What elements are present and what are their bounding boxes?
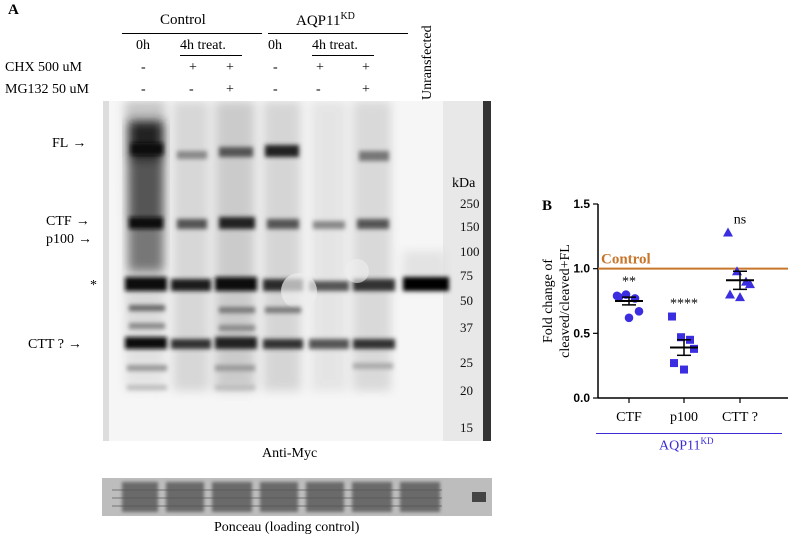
treatment-mark: - xyxy=(273,82,278,97)
y-axis-title-line: cleaved/cleaved+FL xyxy=(558,244,573,358)
band-label-ctf-text: CTF xyxy=(46,214,72,229)
group-label: AQP11KD xyxy=(659,436,714,455)
group-aqp11-underline xyxy=(268,33,408,34)
control-4h-underline xyxy=(180,55,242,56)
panel-a-letter: A xyxy=(8,2,19,18)
arrow-icon: → xyxy=(67,337,82,352)
group-underline xyxy=(596,433,782,434)
data-point xyxy=(670,359,678,368)
kda-marker: 150 xyxy=(460,219,480,234)
treatment-mark: + xyxy=(362,82,370,97)
treatment-mark: + xyxy=(316,60,324,75)
control-0h-label: 0h xyxy=(136,38,150,53)
kda-marker: 37 xyxy=(460,320,473,335)
y-axis-title-text: Fold change of cleaved/cleaved+FL xyxy=(541,244,573,358)
data-point xyxy=(624,313,634,323)
kda-marker: 50 xyxy=(460,293,473,308)
data-point xyxy=(723,227,733,237)
data-points: ******ns xyxy=(612,212,755,374)
ponceau-svg xyxy=(102,478,492,516)
axes: 0.0 0.5 1.0 1.5 CTF p100 CTT ? xyxy=(573,197,788,425)
band-label-ctf: CTF → xyxy=(46,214,90,230)
band-label-fl: FL → xyxy=(52,136,86,152)
control-label: Control xyxy=(601,252,651,268)
data-point xyxy=(634,307,644,316)
y-axis-title: Fold change of cleaved/cleaved+FL xyxy=(541,244,573,358)
arrow-icon: → xyxy=(75,214,90,229)
control-4h-label: 4h treat. xyxy=(180,38,226,53)
data-point xyxy=(735,292,745,302)
group-aqp11-sup: KD xyxy=(340,11,355,22)
treatment-mark: - xyxy=(141,60,146,75)
kda-marker: 100 xyxy=(460,244,480,259)
y-axis-title-line: Fold change of xyxy=(541,259,556,343)
band-label-star: * xyxy=(90,278,97,293)
treatment-mark: - xyxy=(273,60,278,75)
unransfected-label: Unransfected xyxy=(420,25,435,100)
treatment-chx-label: CHX 500 uM xyxy=(5,60,83,75)
kda-marker: 250 xyxy=(460,196,480,211)
scatter-plot: Fold change of cleaved/cleaved+FL 0.0 0.5 1… xyxy=(520,196,790,451)
group-aqp11-text: AQP11 xyxy=(296,13,341,29)
data-point xyxy=(668,312,676,321)
antibody-label: Anti-Myc xyxy=(262,446,318,461)
treatment-mark: + xyxy=(226,60,234,75)
band-label-p100: p100 → xyxy=(46,232,92,248)
data-point xyxy=(680,365,688,374)
y-tick-label: 1.5 xyxy=(573,197,590,211)
treatment-mark: + xyxy=(226,82,234,97)
x-tick-label: CTF xyxy=(616,410,642,425)
aqp11-4h-underline xyxy=(312,55,374,56)
group-control-underline xyxy=(122,33,262,34)
kda-marker: 75 xyxy=(460,268,473,283)
y-tick-label: 0.5 xyxy=(573,326,590,340)
panel-b-letter: B xyxy=(542,198,553,214)
scatter-plot-svg: Fold change of cleaved/cleaved+FL 0.0 0.5 1… xyxy=(541,197,788,425)
data-point xyxy=(677,333,685,342)
band-label-fl-text: FL xyxy=(52,136,69,151)
band-label-p100-text: p100 xyxy=(46,232,74,247)
group-aqp11-label: AQP11KD xyxy=(296,11,355,30)
kda-marker: 25 xyxy=(460,355,473,370)
band-label-ctt: CTT ? → xyxy=(28,337,82,353)
group-label-text: AQP11 xyxy=(659,438,701,454)
western-blot-image xyxy=(103,101,491,441)
data-point xyxy=(614,292,624,302)
group-control-label: Control xyxy=(160,12,206,28)
arrow-icon: → xyxy=(72,136,87,151)
aqp11-4h-label: 4h treat. xyxy=(312,38,358,53)
x-tick-label: p100 xyxy=(670,410,698,425)
data-point xyxy=(725,289,735,299)
treatment-mark: - xyxy=(141,82,146,97)
kda-title: kDa xyxy=(452,176,476,191)
kda-marker: 15 xyxy=(460,420,473,435)
treatment-mg132-label: MG132 50 uM xyxy=(5,82,90,97)
treatment-mark: + xyxy=(362,60,370,75)
significance-label: **** xyxy=(670,297,698,312)
control-line: Control xyxy=(598,252,788,270)
significance-label: ** xyxy=(622,275,636,290)
western-blot-svg xyxy=(103,101,491,441)
significance-label: ns xyxy=(734,212,746,227)
data-point xyxy=(690,344,698,353)
ponceau-label: Ponceau (loading control) xyxy=(214,520,360,535)
data-point xyxy=(745,279,755,289)
treatment-mark: - xyxy=(189,82,194,97)
kda-marker: 20 xyxy=(460,383,473,398)
x-tick-label: CTT ? xyxy=(722,410,758,425)
band-label-ctt-text: CTT ? xyxy=(28,337,64,352)
y-tick-label: 0.0 xyxy=(573,391,590,405)
y-tick-label: 1.0 xyxy=(573,262,590,276)
ponceau-strip xyxy=(102,478,492,516)
treatment-mark: + xyxy=(189,60,197,75)
arrow-icon: → xyxy=(78,232,92,247)
aqp11-0h-label: 0h xyxy=(268,38,282,53)
group-label-sup: KD xyxy=(700,436,714,446)
treatment-mark: - xyxy=(316,82,321,97)
